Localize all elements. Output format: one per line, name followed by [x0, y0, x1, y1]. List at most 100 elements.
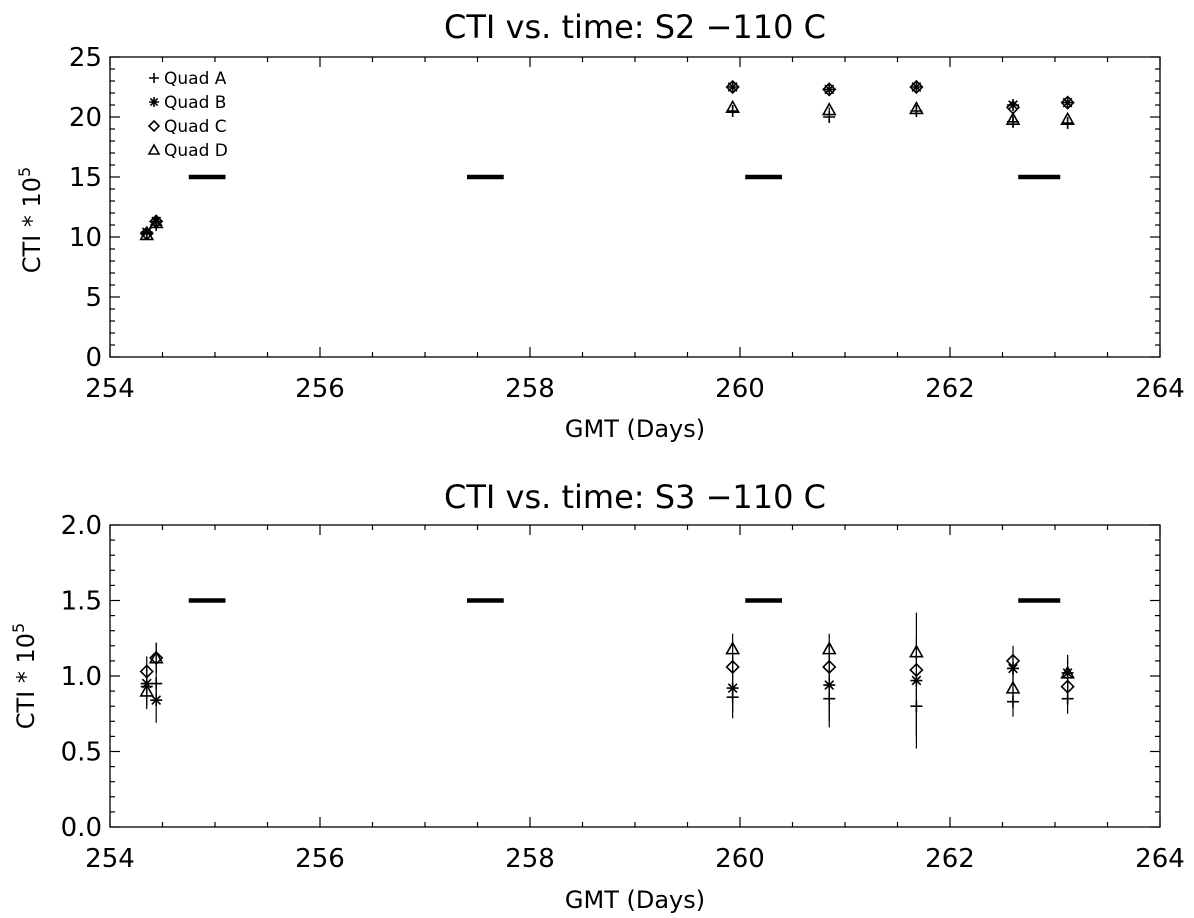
data-point-triangle [139, 683, 155, 697]
data-point-asterisk [726, 682, 739, 695]
y-tick-label: 10 [69, 223, 102, 253]
diamond-marker-path [725, 79, 740, 95]
chart-panel-s2: CTI vs. time: S2 −110 C GMT (Days) CTI *… [15, 8, 1185, 443]
diamond-marker-path [822, 82, 837, 97]
data-point-triangle [725, 99, 741, 113]
data-point-diamond [822, 659, 837, 675]
asterisk-marker-path [149, 97, 159, 107]
data-point-diamond [909, 662, 924, 678]
data-point-triangle [909, 644, 924, 658]
y-tick-label: 0 [85, 343, 102, 373]
diamond-marker-path [822, 659, 837, 675]
legend-marker-diamond [147, 119, 161, 133]
x-tick-label: 258 [505, 844, 555, 874]
diamond-marker-path [1005, 653, 1021, 669]
diamond-marker-path [909, 662, 924, 678]
x-tick-label: 256 [295, 374, 345, 404]
y-tick-label: 1.0 [61, 662, 102, 692]
legend-marker-asterisk [149, 97, 159, 107]
x-tick-label: 262 [925, 844, 975, 874]
diamond-marker-path [725, 659, 740, 675]
x-tick-label: 260 [715, 844, 765, 874]
data-point-asterisk [150, 694, 163, 707]
triangle-marker-path [821, 641, 837, 655]
triangle-marker-path [148, 650, 164, 664]
triangle-marker-path [725, 99, 741, 113]
asterisk-marker-path [823, 679, 836, 692]
diamond-marker-path [147, 119, 161, 133]
plot-frame [109, 524, 1161, 828]
triangle-marker-path [909, 644, 924, 658]
triangle-marker-path [139, 683, 155, 697]
x-tick-label: 256 [295, 844, 345, 874]
legend: Quad A Quad B Quad C Quad D [147, 69, 228, 161]
legend-label: Quad D [164, 141, 228, 161]
x-tick-label: 262 [925, 374, 975, 404]
x-tick-label: 260 [715, 374, 765, 404]
x-tick-label: 264 [1135, 374, 1185, 404]
triangle-marker-path [821, 102, 837, 116]
data-point-triangle [1005, 111, 1021, 125]
data-point-triangle [1060, 111, 1075, 125]
triangle-marker-path [1005, 111, 1021, 125]
legend-marker-triangle [147, 143, 161, 155]
plus-marker-path [823, 111, 836, 123]
asterisk-marker-path [150, 694, 163, 707]
data-point-diamond [1005, 653, 1021, 669]
diamond-marker-path [1060, 95, 1075, 110]
legend-label: Quad A [164, 69, 227, 89]
x-axis-label: GMT (Days) [565, 415, 705, 443]
triangle-marker-path [725, 641, 741, 655]
data-point-triangle [1060, 665, 1075, 679]
y-tick-label: 5 [85, 283, 102, 313]
asterisk-marker-path [726, 682, 739, 695]
data-point-triangle [909, 100, 924, 115]
data-point-triangle [139, 226, 155, 241]
y-tick-label: 25 [69, 43, 102, 73]
legend-marker-plus [149, 73, 159, 83]
data-point-triangle [821, 641, 837, 655]
diamond-marker-path [909, 79, 924, 95]
diamond-marker-path [1060, 679, 1075, 694]
triangle-marker-path [1005, 680, 1021, 694]
triangle-marker-path [1060, 665, 1075, 679]
x-tick-label: 254 [85, 844, 135, 874]
plus-marker-path [149, 73, 159, 83]
data-point-diamond [1060, 95, 1075, 110]
data-point-triangle [725, 641, 741, 655]
triangle-marker-path [1060, 111, 1075, 125]
triangle-marker-path [148, 214, 164, 229]
x-axis-label: GMT (Days) [565, 886, 705, 914]
data-point-diamond [725, 79, 740, 95]
data-point-diamond [725, 659, 740, 675]
x-tick-label: 264 [1135, 844, 1185, 874]
triangle-marker-path [909, 100, 924, 115]
chart-title: CTI vs. time: S2 −110 C [444, 8, 826, 46]
data-point-plus [823, 111, 836, 123]
plot-frame [109, 56, 1161, 358]
legend-label: Quad B [164, 93, 226, 113]
y-tick-label: 0.0 [61, 813, 102, 843]
chart-panel-s3: CTI vs. time: S3 −110 C GMT (Days) CTI *… [9, 478, 1185, 914]
data-point-triangle [1005, 680, 1021, 694]
triangle-marker-path [147, 143, 161, 155]
y-tick-label: 1.5 [61, 587, 102, 617]
data-point-asterisk [823, 679, 836, 692]
y-axis-label: CTI * 105 [15, 167, 46, 273]
y-axis-label: CTI * 105 [9, 623, 40, 729]
x-tick-label: 258 [505, 374, 555, 404]
y-tick-label: 0.5 [61, 738, 102, 768]
triangle-marker-path [139, 226, 155, 241]
legend-label: Quad C [164, 117, 227, 137]
data-point-triangle [148, 214, 164, 229]
data-point-diamond [822, 82, 837, 97]
y-tick-label: 15 [69, 163, 102, 193]
x-tick-label: 254 [85, 374, 135, 404]
data-point-diamond [1060, 679, 1075, 694]
y-tick-label: 20 [69, 103, 102, 133]
chart-title: CTI vs. time: S3 −110 C [444, 478, 826, 516]
data-point-triangle [821, 102, 837, 116]
data-point-diamond [909, 79, 924, 95]
data-point-triangle [148, 650, 164, 664]
